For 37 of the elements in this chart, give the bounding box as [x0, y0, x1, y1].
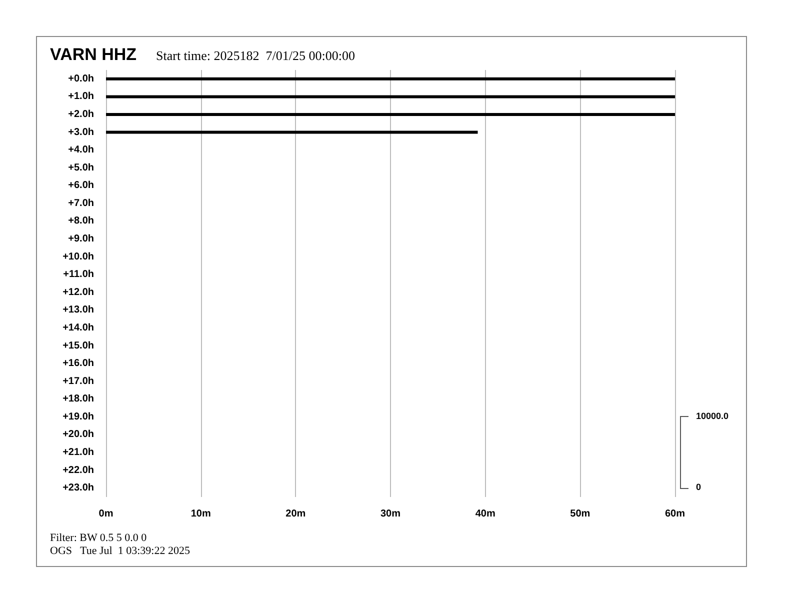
y-tick-label: +8.0h	[68, 216, 94, 227]
y-tick-label: +23.0h	[62, 482, 94, 494]
y-tick-label: +13.0h	[62, 304, 94, 316]
y-tick-label: +5.0h	[68, 162, 94, 174]
y-tick-label: +1.0h	[68, 91, 94, 102]
y-tick-label: +4.0h	[68, 144, 94, 156]
text: 0	[696, 482, 702, 492]
y-tick-label: +3.0h	[68, 126, 94, 138]
x-tick-label: 40m	[475, 508, 496, 520]
y-tick-label: +22.0h	[62, 464, 94, 476]
y-tick-label: +9.0h	[68, 234, 94, 245]
y-tick-label: +0.0h	[68, 73, 94, 84]
y-tick-label: +14.0h	[62, 322, 94, 334]
y-tick-label: +12.0h	[62, 286, 94, 298]
x-tick-label: 10m	[190, 508, 211, 520]
text: OGS Tue Jul 1 03:39:22 2025	[50, 545, 190, 557]
x-tick-label: 30m	[380, 508, 401, 520]
text: 10000.0	[696, 411, 729, 421]
chart-title: VARN HHZ	[50, 45, 137, 65]
x-tick-label: 50m	[570, 508, 590, 520]
y-tick-label: +19.0h	[62, 411, 94, 422]
y-tick-label: +17.0h	[62, 376, 94, 387]
y-tick-label: +6.0h	[68, 180, 94, 192]
text: Filter: BW 0.5 5 0.0 0	[50, 532, 147, 544]
x-tick-label: 0m	[98, 508, 114, 520]
y-tick-label: +7.0h	[68, 198, 94, 209]
chart-subtitle: Start time: 2025182 7/01/25 00:00:00	[156, 48, 355, 64]
y-tick-label: +10.0h	[62, 251, 94, 262]
y-tick-label: +20.0h	[62, 429, 94, 440]
x-tick-label: 20m	[286, 508, 306, 520]
y-tick-label: +2.0h	[68, 108, 94, 120]
x-tick-label: 60m	[664, 508, 686, 520]
y-tick-label: +18.0h	[62, 394, 94, 405]
y-tick-label: +16.0h	[62, 358, 94, 370]
y-tick-label: +21.0h	[62, 447, 94, 458]
y-tick-label: +15.0h	[62, 340, 94, 352]
y-tick-label: +11.0h	[63, 269, 94, 280]
